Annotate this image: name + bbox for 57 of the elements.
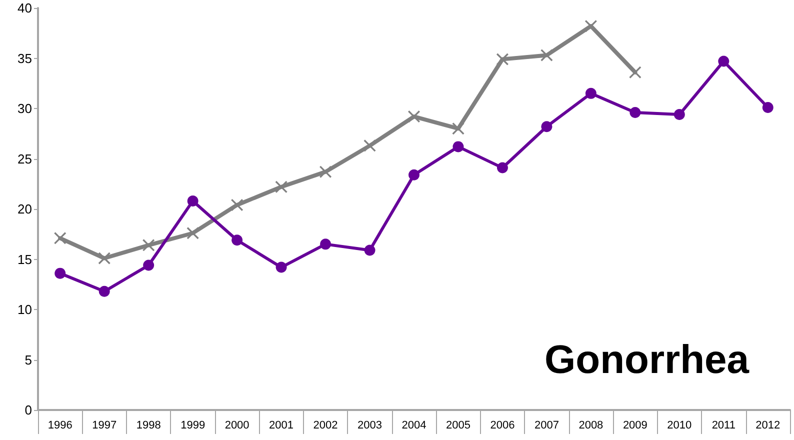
x-tick-label: 2009 bbox=[622, 420, 648, 432]
x-tick-label: 2002 bbox=[313, 420, 338, 432]
point bbox=[408, 169, 420, 180]
point bbox=[674, 109, 685, 120]
point bbox=[142, 239, 155, 252]
x-tick-label: 1999 bbox=[180, 420, 206, 432]
y-tick-label: 25 bbox=[18, 151, 32, 166]
point bbox=[452, 141, 464, 152]
point bbox=[630, 107, 641, 118]
point bbox=[496, 162, 508, 174]
point bbox=[186, 227, 199, 240]
point bbox=[585, 88, 596, 99]
y-tick-label: 0 bbox=[24, 402, 32, 418]
x-tick-label: 2003 bbox=[358, 420, 382, 432]
point bbox=[143, 260, 154, 271]
point bbox=[584, 20, 597, 32]
x-tick-label: 2010 bbox=[667, 420, 692, 432]
point bbox=[364, 244, 376, 256]
x-tick-label: 2012 bbox=[756, 420, 780, 432]
x-tick-label: 1997 bbox=[92, 420, 117, 432]
point bbox=[231, 198, 244, 211]
x-tick-label: 2005 bbox=[446, 420, 470, 432]
y-tick-label: 10 bbox=[18, 302, 32, 317]
x-tick-label: 1996 bbox=[48, 420, 72, 432]
x-tick-label: 2001 bbox=[269, 420, 294, 432]
x-tick-label: 2000 bbox=[224, 420, 250, 432]
y-tick-label: 5 bbox=[24, 352, 32, 368]
point bbox=[232, 234, 243, 246]
y-tick-label: 15 bbox=[18, 252, 32, 267]
x-tick-label: 2006 bbox=[490, 420, 515, 432]
x-tick-label: 2011 bbox=[712, 420, 736, 432]
point bbox=[98, 252, 110, 264]
point bbox=[540, 49, 553, 62]
y-tick-label: 35 bbox=[18, 50, 32, 66]
point bbox=[275, 180, 288, 193]
point bbox=[762, 102, 774, 113]
point bbox=[54, 232, 66, 244]
x-tick-label: 2004 bbox=[402, 420, 426, 432]
point bbox=[408, 110, 420, 123]
y-tick-label: 40 bbox=[18, 0, 32, 16]
x-tick-label: 2008 bbox=[578, 420, 604, 432]
text: Gonorrhea bbox=[544, 338, 750, 382]
point bbox=[54, 268, 66, 279]
point bbox=[364, 140, 376, 152]
y-tick-label: 20 bbox=[18, 202, 32, 216]
y-tick-label: 30 bbox=[18, 101, 32, 116]
x-tick-label: 1998 bbox=[136, 420, 161, 432]
point bbox=[276, 262, 287, 273]
point bbox=[98, 286, 110, 297]
point bbox=[629, 66, 642, 78]
point bbox=[718, 56, 730, 67]
point bbox=[320, 166, 332, 178]
point bbox=[187, 195, 198, 206]
point bbox=[541, 121, 552, 132]
x-tick-label: 2007 bbox=[534, 420, 559, 432]
point bbox=[452, 122, 464, 135]
point bbox=[320, 238, 332, 250]
